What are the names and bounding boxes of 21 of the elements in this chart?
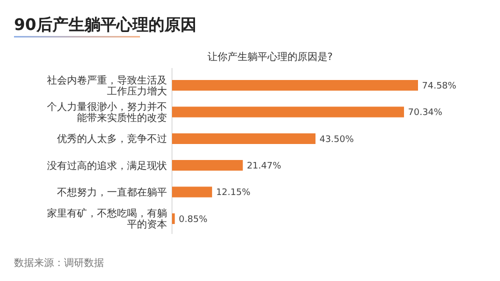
data-label: 74.58% [422,81,457,92]
y-tick-label: 没有过高的追求，满足现状 [47,160,167,172]
y-tick-label: 优秀的人太多，竞争不过 [57,133,167,146]
bar [172,106,404,118]
data-label: 21.47% [246,161,282,172]
source-note: 数据来源：调研数据 [14,257,104,269]
chart-subtitle: 让你产生躺平心理的原因是? [207,51,333,63]
chart-title: 90后产生躺平心理的原因 [14,15,196,34]
data-label: 12.15% [216,188,251,198]
bar [172,133,316,144]
y-tick-label: 社会内卷严重，导致生活及工作压力增大 [47,74,167,98]
y-tick-label: 个人力量很渺小，努力并不能带来实质性的改变 [47,101,167,124]
bar [172,160,243,171]
bar [172,80,418,91]
bar [172,186,212,198]
data-label: 0.85% [178,214,208,225]
y-tick-label: 家里有矿，不愁吃喝，有躺平的资本 [47,208,167,231]
bar [172,213,175,224]
data-label: 43.50% [319,134,354,145]
data-label: 70.34% [408,108,443,118]
y-tick-label: 不想努力，一直都在躺平 [57,186,167,198]
